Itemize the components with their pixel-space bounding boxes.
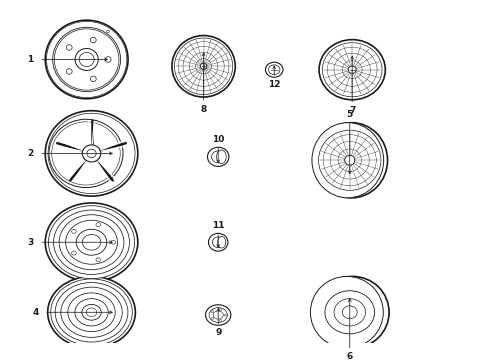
Ellipse shape — [45, 111, 138, 196]
Ellipse shape — [269, 65, 280, 75]
Ellipse shape — [61, 287, 122, 337]
Ellipse shape — [91, 76, 96, 82]
Ellipse shape — [343, 306, 357, 319]
Ellipse shape — [86, 308, 97, 316]
Ellipse shape — [174, 38, 233, 95]
Ellipse shape — [82, 305, 101, 320]
Ellipse shape — [87, 149, 96, 158]
Ellipse shape — [48, 113, 135, 194]
Ellipse shape — [105, 57, 111, 62]
Ellipse shape — [213, 311, 223, 319]
Text: 2: 2 — [27, 149, 34, 158]
Ellipse shape — [52, 122, 120, 185]
Text: 12: 12 — [268, 80, 280, 89]
Ellipse shape — [72, 229, 76, 233]
Text: 3: 3 — [27, 238, 34, 247]
Ellipse shape — [211, 311, 214, 313]
Ellipse shape — [47, 21, 127, 98]
Text: 9: 9 — [215, 328, 221, 337]
Ellipse shape — [219, 319, 221, 321]
Ellipse shape — [266, 62, 283, 77]
Ellipse shape — [49, 119, 123, 188]
Ellipse shape — [316, 123, 388, 198]
Ellipse shape — [54, 29, 119, 90]
Ellipse shape — [82, 145, 101, 162]
Ellipse shape — [322, 42, 382, 97]
Ellipse shape — [218, 237, 226, 248]
Ellipse shape — [45, 203, 138, 282]
Ellipse shape — [207, 147, 229, 166]
Text: 10: 10 — [212, 135, 224, 144]
Ellipse shape — [172, 36, 235, 97]
Text: 11: 11 — [212, 221, 224, 230]
Ellipse shape — [312, 123, 384, 198]
Ellipse shape — [91, 37, 96, 43]
Ellipse shape — [66, 220, 118, 264]
Ellipse shape — [348, 66, 356, 73]
Ellipse shape — [200, 63, 207, 69]
Ellipse shape — [96, 223, 100, 227]
Text: 1: 1 — [27, 55, 34, 64]
Ellipse shape — [212, 151, 225, 163]
Ellipse shape — [111, 240, 116, 244]
Ellipse shape — [49, 206, 135, 279]
Ellipse shape — [66, 69, 72, 74]
Ellipse shape — [75, 49, 98, 71]
Text: 7: 7 — [349, 106, 355, 115]
Ellipse shape — [219, 309, 221, 311]
Ellipse shape — [334, 299, 366, 326]
Text: 5: 5 — [346, 110, 353, 119]
Ellipse shape — [68, 293, 115, 332]
Ellipse shape — [53, 210, 129, 274]
Ellipse shape — [319, 40, 385, 100]
Ellipse shape — [75, 299, 108, 326]
Ellipse shape — [79, 53, 94, 67]
Text: 4: 4 — [32, 308, 39, 317]
Ellipse shape — [76, 229, 107, 255]
Ellipse shape — [217, 150, 226, 163]
Text: 8: 8 — [200, 104, 207, 113]
Ellipse shape — [48, 276, 135, 348]
Ellipse shape — [316, 276, 389, 348]
Ellipse shape — [211, 318, 214, 319]
Ellipse shape — [205, 305, 231, 325]
Ellipse shape — [212, 237, 224, 248]
Ellipse shape — [66, 45, 72, 50]
Ellipse shape — [344, 156, 355, 165]
Ellipse shape — [53, 27, 121, 92]
Ellipse shape — [325, 291, 374, 334]
Ellipse shape — [82, 234, 101, 250]
Ellipse shape — [55, 283, 128, 342]
Ellipse shape — [310, 276, 383, 348]
Ellipse shape — [224, 314, 226, 316]
Ellipse shape — [72, 251, 76, 255]
Text: 6: 6 — [346, 352, 353, 360]
Ellipse shape — [209, 308, 227, 323]
Ellipse shape — [51, 279, 132, 346]
Ellipse shape — [208, 233, 228, 251]
Ellipse shape — [107, 30, 109, 33]
Ellipse shape — [96, 258, 100, 262]
Ellipse shape — [45, 20, 128, 99]
Ellipse shape — [59, 215, 124, 270]
